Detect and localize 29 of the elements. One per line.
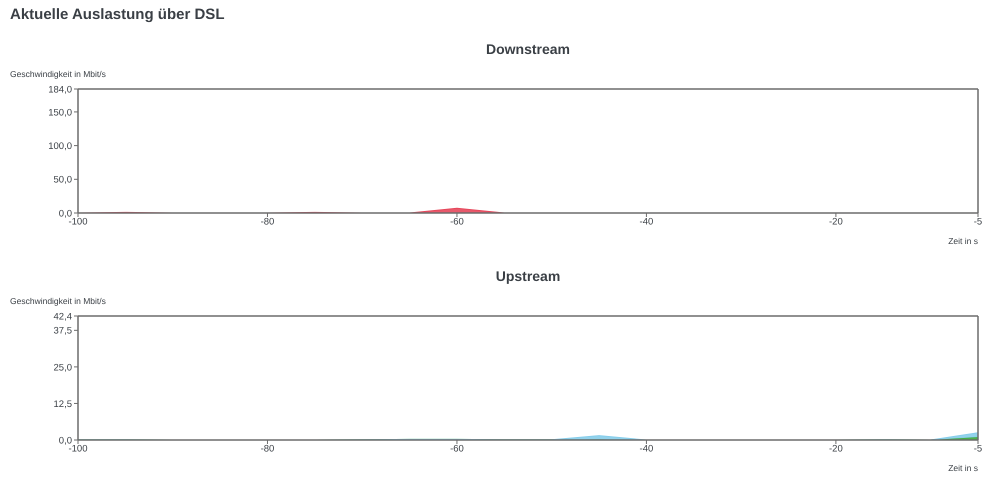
y-tick-label: 50,0	[54, 174, 72, 186]
x-axis-title: Zeit in s	[948, 463, 978, 473]
x-axis-title: Zeit in s	[948, 236, 978, 246]
y-tick-label: 0,0	[58, 435, 72, 446]
x-tick-label: -100	[68, 444, 88, 455]
y-tick-label: 12,5	[54, 398, 72, 410]
x-tick-label: -60	[450, 444, 464, 455]
x-tick-label: -5	[974, 216, 982, 228]
y-tick-label: 25,0	[54, 362, 72, 374]
chart-title: Aktuelle Auslastung über DSL	[10, 6, 224, 23]
chart-subtitle: Downstream	[486, 41, 570, 57]
x-tick-label: -80	[260, 444, 274, 455]
x-tick-label: -20	[829, 216, 843, 228]
y-tick-label: 184,0	[48, 84, 72, 96]
y-tick-label: 37,5	[54, 326, 72, 337]
x-tick-label: -100	[68, 216, 88, 228]
x-tick-label: -80	[260, 216, 274, 228]
x-tick-label: -40	[640, 216, 654, 228]
x-tick-label: -20	[829, 444, 843, 455]
y-axis-title: Geschwindigkeit in Mbit/s	[10, 69, 106, 79]
x-tick-label: -40	[640, 444, 654, 455]
y-tick-label: 150,0	[48, 107, 72, 118]
chart-title: Upstream	[496, 268, 560, 284]
x-tick-label: -60	[450, 216, 464, 228]
y-tick-label: 0,0	[58, 208, 72, 220]
y-tick-label: 42,4	[54, 311, 72, 322]
x-tick-label: -5	[974, 444, 982, 455]
y-axis-title: Geschwindigkeit in Mbit/s	[10, 296, 106, 306]
y-tick-label: 100,0	[48, 140, 72, 152]
